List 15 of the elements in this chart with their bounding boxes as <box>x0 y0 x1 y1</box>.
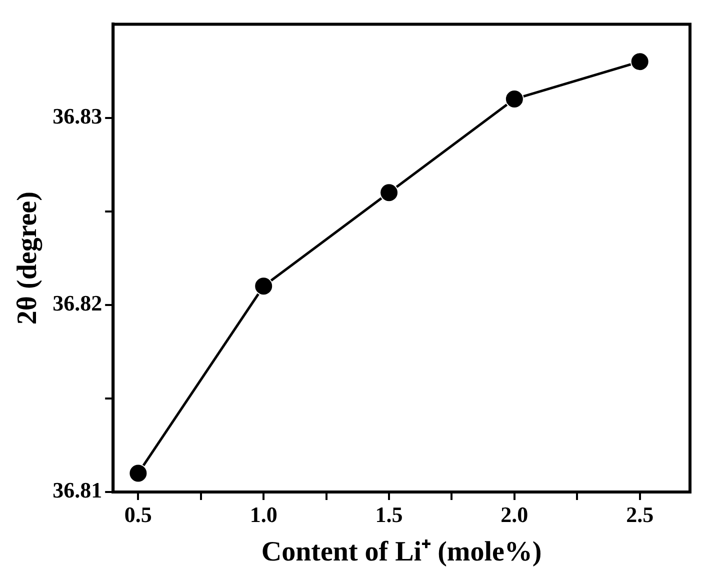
x-tick-label: 2.0 <box>500 502 528 527</box>
x-axis-title: Content of Li⁺ (mole%) <box>261 536 542 568</box>
x-tick-label: 0.5 <box>124 502 152 527</box>
y-tick-label: 36.83 <box>52 103 102 128</box>
x-tick-label: 2.5 <box>626 502 654 527</box>
y-tick-label: 36.81 <box>52 478 102 503</box>
point <box>128 464 148 483</box>
x-tick-label: 1.0 <box>250 502 278 527</box>
point <box>630 52 650 72</box>
point <box>504 90 524 109</box>
y-axis-title: 2θ (degree) <box>12 192 44 325</box>
point <box>254 276 274 296</box>
y-tick-label: 36.82 <box>52 290 102 316</box>
point <box>380 183 399 202</box>
x-tick-label: 1.5 <box>375 502 403 527</box>
